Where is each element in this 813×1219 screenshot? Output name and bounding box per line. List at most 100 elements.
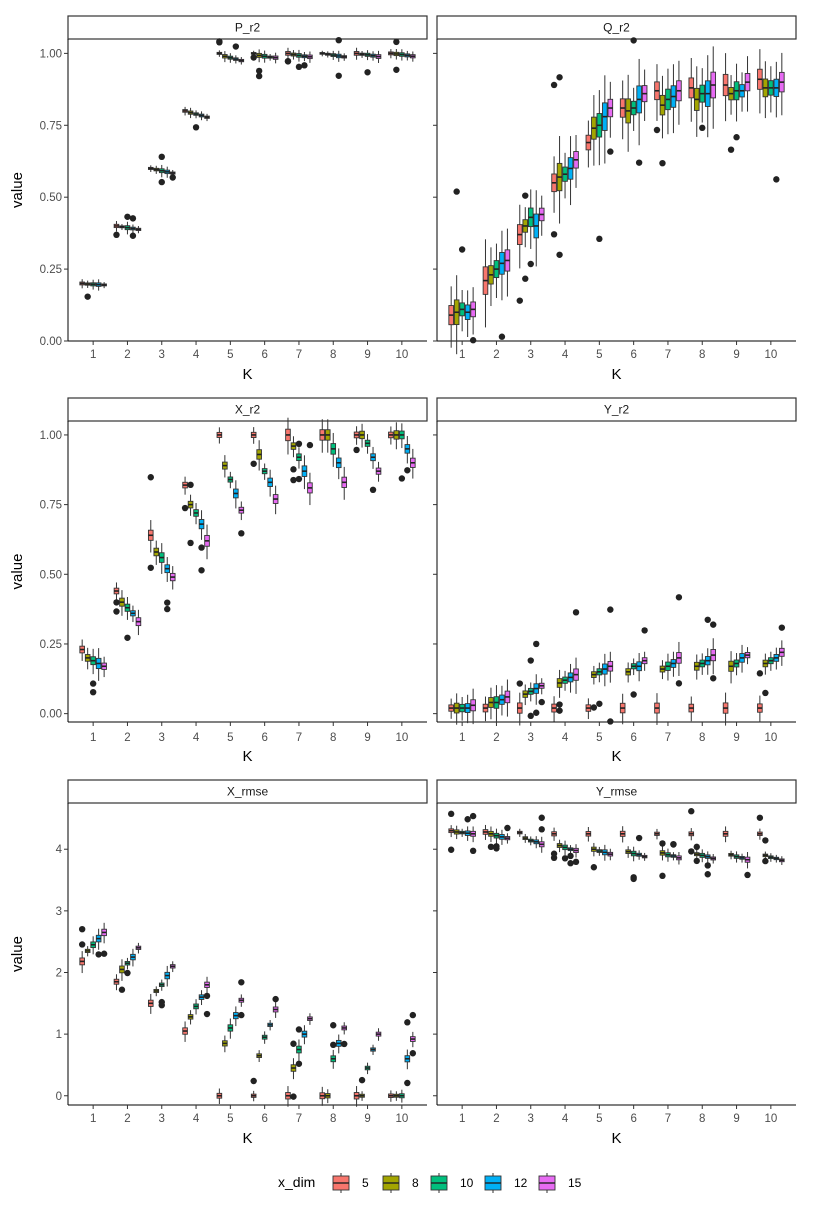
- outlier-point: [533, 640, 540, 648]
- box-10: [459, 828, 465, 837]
- box-5: [284, 47, 292, 65]
- box-5: [448, 286, 454, 348]
- x-tick-label: 7: [665, 732, 671, 744]
- box-10: [364, 1062, 371, 1075]
- outlier-point: [203, 992, 211, 1000]
- box-5: [388, 1090, 394, 1102]
- x-tick-label: 1: [459, 349, 465, 361]
- x-tick-label: 8: [699, 732, 705, 744]
- outlier-point: [596, 235, 603, 243]
- box-15: [779, 856, 785, 865]
- x-tick-label: 4: [562, 349, 569, 361]
- y-tick-label: 1.00: [40, 430, 62, 442]
- box-10: [733, 653, 740, 676]
- outlier-point: [458, 246, 466, 253]
- box-8: [256, 1050, 262, 1062]
- outlier-point: [469, 847, 477, 855]
- box-10: [768, 66, 774, 113]
- outlier-point: [504, 824, 511, 832]
- x-tick-label: 2: [493, 1113, 499, 1125]
- facet-panel-y-rmse: Y_rmse 1 2 3 4 5 6 7 8 9 10 K: [433, 779, 797, 1147]
- box-5: [653, 64, 661, 134]
- box-10: [699, 68, 706, 132]
- x-tick-label: 9: [733, 1113, 739, 1125]
- outlier-point: [453, 188, 460, 195]
- box-15: [607, 606, 614, 725]
- x-tick-label: 5: [227, 349, 233, 361]
- box-8: [659, 75, 666, 167]
- outlier-point: [404, 1019, 411, 1026]
- outlier-point: [704, 871, 711, 878]
- x-tick-label: 2: [493, 732, 499, 744]
- box-10: [227, 471, 234, 489]
- outlier-point: [733, 134, 740, 141]
- outlier-point: [158, 178, 165, 186]
- box-8: [393, 1091, 400, 1101]
- box-12: [129, 215, 137, 239]
- box-10: [158, 979, 165, 1009]
- outlier-point: [469, 812, 477, 820]
- outlier-point: [744, 871, 751, 879]
- box-8: [393, 422, 400, 450]
- outlier-point: [487, 843, 495, 851]
- x-tick-label: 4: [193, 1113, 200, 1125]
- box-8: [659, 840, 666, 880]
- outlier-point: [295, 1060, 303, 1067]
- box-15: [572, 844, 580, 866]
- box-12: [602, 75, 608, 164]
- box-15: [538, 678, 545, 706]
- outlier-point: [164, 599, 171, 606]
- x-tick-label: 4: [193, 732, 200, 744]
- box-8: [187, 107, 194, 119]
- box-5: [448, 698, 454, 719]
- box-8: [222, 1035, 228, 1053]
- box-12: [198, 510, 205, 574]
- box-8: [153, 165, 160, 174]
- box-8: [522, 684, 529, 706]
- box-12: [267, 53, 273, 61]
- box-5: [319, 419, 326, 453]
- facet-panel-x-r2: X_r2 0.00 0.25 0.50 0.75 1.00 1 2 3 4 5 6 7 8 9 10 Kvalu…: [9, 397, 428, 765]
- outlier-point: [561, 855, 569, 862]
- box-8: [556, 74, 563, 258]
- box-12: [370, 1044, 376, 1055]
- box-10: [399, 1089, 405, 1103]
- outlier-point: [704, 616, 711, 623]
- box-10: [562, 670, 568, 691]
- box-8: [290, 50, 297, 60]
- box-12: [301, 1025, 308, 1045]
- outlier-point: [727, 146, 735, 153]
- outlier-point: [100, 950, 108, 957]
- outlier-point: [556, 251, 563, 258]
- box-10: [768, 651, 774, 671]
- outlier-point: [653, 126, 661, 134]
- box-15: [238, 979, 245, 1019]
- outlier-point: [158, 153, 165, 161]
- outlier-point: [295, 475, 303, 483]
- box-8: [222, 455, 228, 478]
- y-tick-label: 0.25: [40, 639, 62, 651]
- box-10: [261, 463, 268, 480]
- outlier-point: [556, 707, 563, 714]
- box-10: [596, 846, 603, 856]
- outlier-point: [659, 872, 666, 880]
- outlier-point: [567, 852, 574, 860]
- x-axis-title: K: [611, 1130, 621, 1147]
- box-10: [458, 246, 466, 332]
- facet-strip-label: Y_r2: [604, 403, 630, 417]
- facet-strip-label: X_rmse: [227, 785, 269, 799]
- box-15: [135, 226, 142, 234]
- box-5: [756, 670, 764, 723]
- box-15: [641, 627, 648, 671]
- outlier-point: [688, 808, 695, 815]
- outlier-point: [89, 688, 97, 696]
- box-5: [516, 680, 523, 726]
- outlier-point: [572, 858, 580, 866]
- outlier-point: [250, 54, 257, 61]
- outlier-point: [756, 670, 764, 677]
- box-5: [551, 696, 557, 722]
- box-8: [693, 66, 700, 137]
- x-tick-label: 9: [733, 349, 739, 361]
- box-12: [464, 694, 471, 724]
- box-12: [498, 230, 506, 340]
